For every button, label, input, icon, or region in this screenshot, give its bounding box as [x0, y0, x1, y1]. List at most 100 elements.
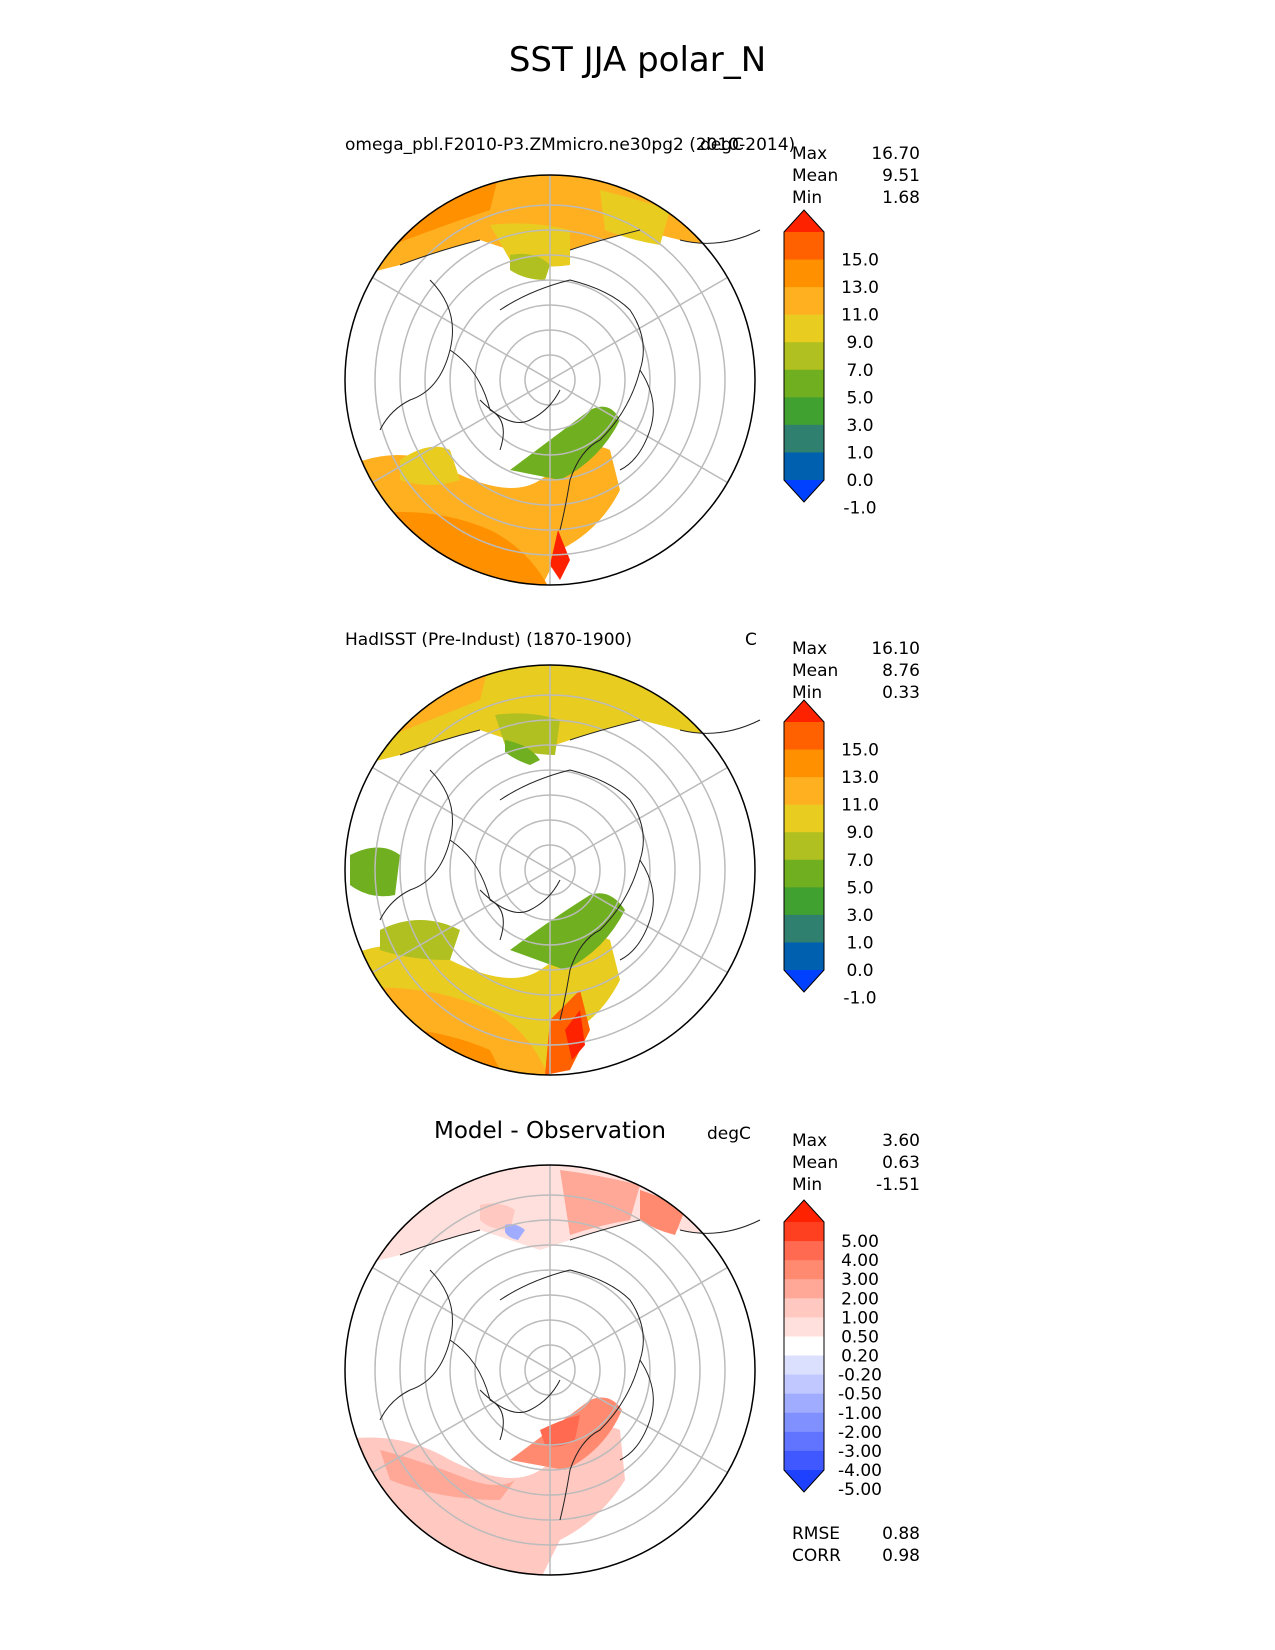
colorbar-segment [784, 452, 824, 481]
colorbar-tick-label: -1.0 [843, 499, 876, 519]
colorbar-tick-label: 7.0 [846, 851, 873, 871]
stats-block: Max 16.70 Mean 9.51 Min 1.68 [792, 143, 920, 209]
colorbar: 5.004.003.002.001.000.500.20-0.20-0.50-1… [783, 1199, 882, 1500]
colorbar-tick-label: 13.0 [841, 278, 879, 298]
min-value: 1.68 [882, 188, 920, 208]
colorbar-segment [784, 369, 824, 398]
colorbar-segment [784, 1374, 824, 1395]
panel-units: degC [700, 135, 744, 155]
colorbar-tick-label: 3.0 [846, 906, 873, 926]
max-label: Max [792, 144, 828, 164]
max-value: 16.10 [871, 639, 920, 659]
mean-value: 9.51 [882, 166, 920, 186]
colorbar-extend-max [784, 700, 824, 722]
colorbar-segment [784, 1393, 824, 1414]
corr-label: CORR [792, 1546, 841, 1566]
colorbar-tick-label: -0.50 [838, 1385, 882, 1405]
min-label: Min [792, 188, 823, 208]
colorbar-tick-label: 9.0 [846, 333, 873, 353]
max-label: Max [792, 1131, 828, 1151]
colorbar-tick-label: 9.0 [846, 823, 873, 843]
colorbar-segment [784, 914, 824, 943]
colorbar-tick-label: 2.00 [841, 1289, 879, 1309]
colorbar-segment [784, 1241, 824, 1261]
max-value: 3.60 [882, 1131, 920, 1151]
rmse-label: RMSE [792, 1524, 841, 1544]
colorbar-tick-label: -3.00 [838, 1442, 882, 1462]
polar-map [344, 174, 761, 586]
max-label: Max [792, 639, 828, 659]
colorbar-segment [784, 1431, 824, 1452]
colorbar-tick-label: 0.20 [841, 1347, 879, 1367]
panel-title: Model - Observation [433, 1118, 667, 1144]
colorbar: 15.0 13.0 11.0 9.0 7.0 5.0 3.0 1.0 0.0 -1.0 [783, 699, 879, 1009]
colorbar-tick-label: 11.0 [841, 306, 879, 326]
stats-block: Max 16.10 Mean 8.76 Min 0.33 [792, 638, 920, 704]
colorbar-segment [784, 287, 824, 316]
mean-label: Mean [792, 661, 839, 681]
coastlines [379, 229, 761, 531]
colorbar-outline [783, 1199, 825, 1493]
panel-units: C [745, 630, 757, 650]
min-value: -1.51 [876, 1175, 920, 1195]
colorbar-tick-label: 0.0 [846, 471, 873, 491]
min-label: Min [792, 1175, 823, 1195]
colorbar-segment [784, 1222, 824, 1242]
colorbar-segment [784, 314, 824, 343]
panel-title: HadISST (Pre-Indust) (1870-1900) [345, 630, 633, 650]
stats-block: Max 3.60 Mean 0.63 Min -1.51 [792, 1130, 920, 1196]
colorbar-segment [784, 942, 824, 971]
colorbar-tick-label: 0.0 [846, 961, 873, 981]
colorbar-tick-label: 11.0 [841, 796, 879, 816]
colorbar-segment [784, 1412, 824, 1433]
colorbar-segment [784, 859, 824, 888]
colorbar-segment [784, 832, 824, 861]
colorbar-extend-min [784, 970, 824, 992]
panel-difference: Model - Observation degC Max 3.60 Mean 0.6… [0, 1110, 1275, 1590]
colorbar-segment [784, 722, 824, 751]
colorbar-tick-label: 15.0 [841, 741, 879, 761]
mean-label: Mean [792, 166, 839, 186]
figure-title: SST JJA polar_N [508, 40, 767, 80]
colorbar-tick-label: -1.00 [838, 1404, 882, 1424]
colorbar-segment [784, 1279, 824, 1299]
colorbar-segment [784, 342, 824, 371]
colorbar-extend-max [784, 210, 824, 232]
colorbar-tick-label: 3.00 [841, 1270, 879, 1290]
max-value: 16.70 [871, 144, 920, 164]
colorbar-segment [784, 397, 824, 426]
colorbar-tick-label: 4.00 [841, 1251, 879, 1271]
min-label: Min [792, 683, 823, 703]
colorbar-tick-label: 5.0 [846, 388, 873, 408]
colorbar-tick-label: 13.0 [841, 768, 879, 788]
mean-label: Mean [792, 1153, 839, 1173]
coastlines [379, 1219, 761, 1521]
polar-map [344, 664, 761, 1076]
colorbar-outline [783, 699, 825, 993]
colorbar: 15.0 13.0 11.0 9.0 7.0 5.0 3.0 1.0 0.0 -1.0 [783, 209, 879, 519]
colorbar-tick-label: 1.00 [841, 1308, 879, 1328]
colorbar-outline [783, 209, 825, 503]
corr-value: 0.98 [882, 1546, 920, 1566]
colorbar-segment [784, 232, 824, 261]
panel-title: omega_pbl.F2010-P3.ZMmicro.ne30pg2 (2010… [345, 135, 796, 155]
colorbar-segment [784, 1355, 824, 1376]
colorbar-tick-label: 5.0 [846, 878, 873, 898]
colorbar-tick-label: -2.00 [838, 1423, 882, 1443]
rmse-value: 0.88 [882, 1524, 920, 1544]
polar-map [344, 1164, 761, 1576]
coastlines [379, 719, 761, 1021]
min-value: 0.33 [882, 683, 920, 703]
colorbar-segment [784, 1450, 824, 1471]
colorbar-segment [784, 887, 824, 916]
colorbar-segment [784, 749, 824, 778]
colorbar-segment [784, 1336, 824, 1357]
panel-observation: HadISST (Pre-Indust) (1870-1900) C Max 16… [0, 620, 1275, 1100]
mean-value: 8.76 [882, 661, 920, 681]
mean-value: 0.63 [882, 1153, 920, 1173]
colorbar-tick-label: 0.50 [841, 1327, 879, 1347]
colorbar-extend-max [784, 1200, 824, 1222]
colorbar-segment [784, 1260, 824, 1280]
panel-model: omega_pbl.F2010-P3.ZMmicro.ne30pg2 (2010… [0, 125, 1275, 605]
panel-units: degC [707, 1124, 751, 1144]
